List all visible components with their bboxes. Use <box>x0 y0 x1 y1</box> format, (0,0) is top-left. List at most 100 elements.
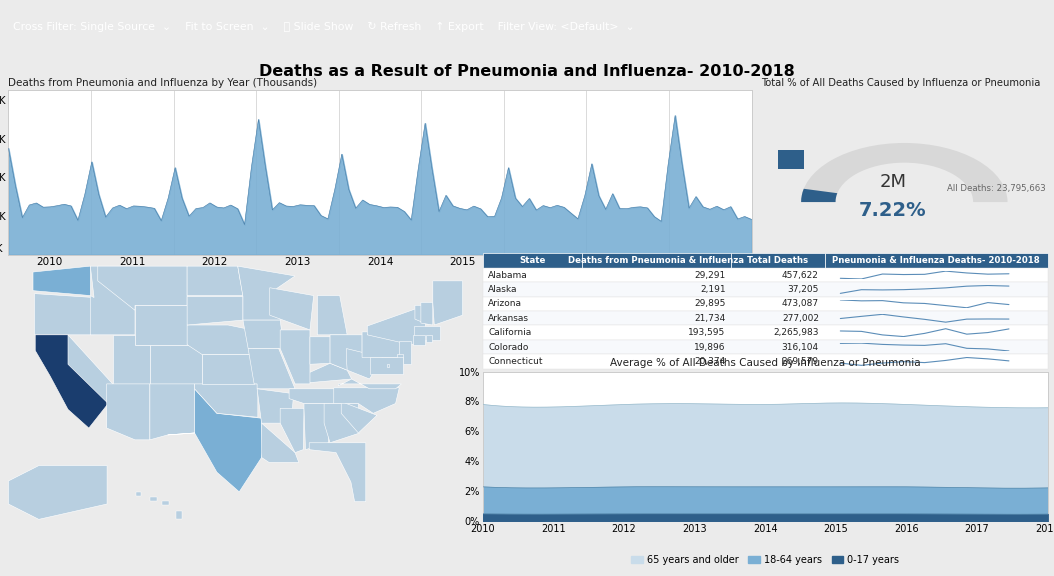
Text: 193,595: 193,595 <box>688 328 725 337</box>
Wedge shape <box>801 189 837 202</box>
Bar <box>824 253 1048 268</box>
Polygon shape <box>113 335 150 384</box>
Polygon shape <box>150 384 195 440</box>
Polygon shape <box>387 364 389 367</box>
Text: 7.22%: 7.22% <box>859 201 926 220</box>
Polygon shape <box>91 266 135 335</box>
Polygon shape <box>270 288 314 330</box>
Text: Deaths from Pneumonia & Influenza: Deaths from Pneumonia & Influenza <box>568 256 744 265</box>
Text: Arizona: Arizona <box>488 300 523 308</box>
Polygon shape <box>188 325 254 354</box>
Text: 2,191: 2,191 <box>700 285 725 294</box>
Bar <box>483 282 1048 297</box>
Bar <box>483 297 1048 311</box>
Text: 29,291: 29,291 <box>695 271 725 279</box>
Text: 316,104: 316,104 <box>782 343 819 351</box>
Polygon shape <box>363 332 405 357</box>
Text: Total % of All Deaths Caused by Influenza or Pneumonia: Total % of All Deaths Caused by Influenz… <box>761 78 1040 88</box>
Polygon shape <box>341 401 377 433</box>
Text: Colorado: Colorado <box>488 343 529 351</box>
Polygon shape <box>136 492 141 497</box>
Polygon shape <box>35 335 109 428</box>
Bar <box>483 325 1048 340</box>
Polygon shape <box>397 354 403 370</box>
Polygon shape <box>330 335 363 370</box>
Polygon shape <box>35 294 94 335</box>
Polygon shape <box>370 357 403 374</box>
Text: 20,374: 20,374 <box>695 357 725 366</box>
Polygon shape <box>309 443 366 502</box>
Polygon shape <box>106 384 150 440</box>
Polygon shape <box>202 354 254 384</box>
Text: 37,205: 37,205 <box>787 285 819 294</box>
Polygon shape <box>33 266 91 295</box>
Polygon shape <box>238 266 295 320</box>
Polygon shape <box>421 302 433 325</box>
Polygon shape <box>280 408 304 453</box>
Polygon shape <box>98 266 188 310</box>
Text: Connecticut: Connecticut <box>488 357 543 366</box>
Polygon shape <box>295 363 352 384</box>
Text: Cross Filter: Single Source  ⌄    Fit to Screen  ⌄    ⧖ Slide Show    ↻ Refresh : Cross Filter: Single Source ⌄ Fit to Scr… <box>13 22 635 32</box>
Text: Deaths from Pneumonia and Influenza by Year (Thousands): Deaths from Pneumonia and Influenza by Y… <box>8 78 317 88</box>
Polygon shape <box>338 379 402 389</box>
Bar <box>582 253 731 268</box>
Text: Alaska: Alaska <box>488 285 518 294</box>
Polygon shape <box>8 465 108 520</box>
Text: 2,265,983: 2,265,983 <box>774 328 819 337</box>
Bar <box>483 268 1048 282</box>
Polygon shape <box>242 320 284 348</box>
Text: California: California <box>488 328 531 337</box>
Polygon shape <box>69 335 113 404</box>
Polygon shape <box>176 511 182 519</box>
Polygon shape <box>280 330 310 384</box>
Polygon shape <box>324 404 359 443</box>
Text: All Deaths: 23,795,663: All Deaths: 23,795,663 <box>946 184 1046 194</box>
Polygon shape <box>347 348 383 379</box>
Bar <box>731 253 824 268</box>
Polygon shape <box>367 305 426 344</box>
Text: Deaths as a Result of Pneumonia and Influenza- 2010-2018: Deaths as a Result of Pneumonia and Infl… <box>259 64 795 79</box>
Polygon shape <box>398 341 411 364</box>
Legend: 65 years and older, 18-64 years, 0-17 years: 65 years and older, 18-64 years, 0-17 ye… <box>627 551 903 569</box>
Polygon shape <box>415 305 429 325</box>
Text: 2M: 2M <box>879 173 906 191</box>
Polygon shape <box>414 326 441 340</box>
Text: 29,895: 29,895 <box>695 300 725 308</box>
Text: 21,734: 21,734 <box>695 314 725 323</box>
Polygon shape <box>150 497 157 501</box>
Bar <box>778 150 804 169</box>
Polygon shape <box>304 404 329 450</box>
Polygon shape <box>162 501 169 505</box>
Polygon shape <box>289 389 354 404</box>
Bar <box>483 354 1048 369</box>
Text: 269,579: 269,579 <box>782 357 819 366</box>
Text: State: State <box>519 256 545 265</box>
Polygon shape <box>168 389 262 492</box>
Text: 473,087: 473,087 <box>782 300 819 308</box>
Polygon shape <box>426 335 432 342</box>
Polygon shape <box>413 335 426 344</box>
Polygon shape <box>248 348 295 389</box>
Polygon shape <box>310 337 330 364</box>
Polygon shape <box>188 297 242 325</box>
Title: Average % of All Deaths Caused by Influenza or Pneumonia: Average % of All Deaths Caused by Influe… <box>610 358 920 368</box>
Text: 0K: 0K <box>0 244 2 255</box>
Text: Total Deaths: Total Deaths <box>747 256 808 265</box>
Polygon shape <box>150 344 202 384</box>
Polygon shape <box>334 388 399 414</box>
Text: Pneumonia & Influenza Deaths- 2010-2018: Pneumonia & Influenza Deaths- 2010-2018 <box>833 256 1040 265</box>
Text: Arkansas: Arkansas <box>488 314 529 323</box>
Polygon shape <box>261 423 298 463</box>
Bar <box>483 311 1048 325</box>
Text: 277,002: 277,002 <box>782 314 819 323</box>
Wedge shape <box>801 143 1008 202</box>
Text: 457,622: 457,622 <box>782 271 819 279</box>
Polygon shape <box>188 266 242 295</box>
Polygon shape <box>257 389 294 423</box>
Polygon shape <box>195 384 258 417</box>
Polygon shape <box>135 305 188 344</box>
Text: 19,896: 19,896 <box>695 343 725 351</box>
Bar <box>483 340 1048 354</box>
Text: Alabama: Alabama <box>488 271 528 279</box>
